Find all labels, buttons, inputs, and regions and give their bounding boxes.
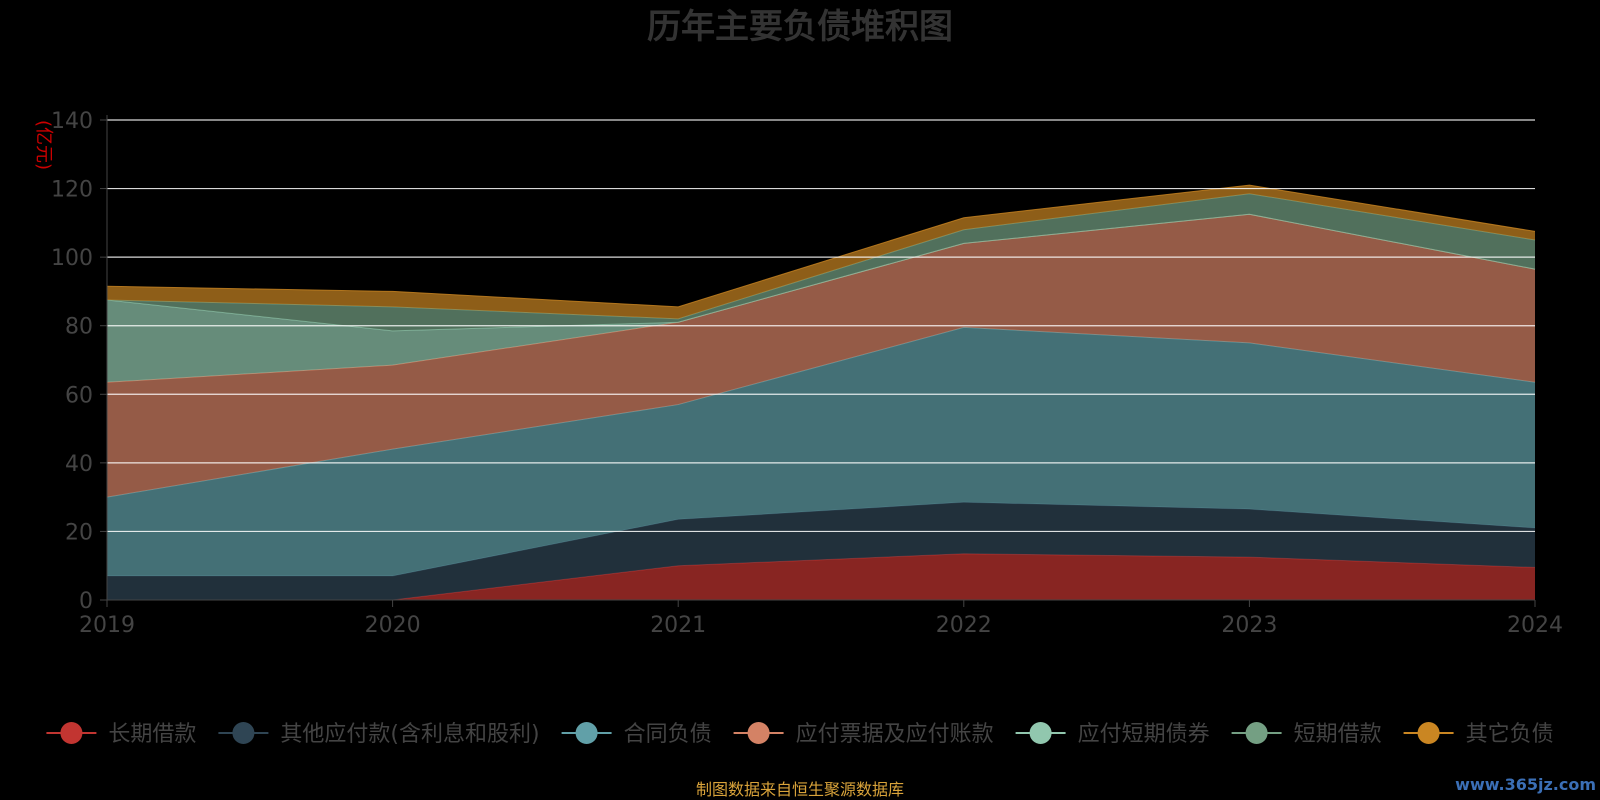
legend-item[interactable]: 其他应付款(含利息和股利) (218, 722, 540, 747)
legend-marker-icon (1245, 722, 1268, 744)
legend: 长期借款 其他应付款(含利息和股利) 合同负债 应付票据及应付账款 应付短期债券 短期借款… (46, 722, 1554, 747)
area-2 (107, 327, 1535, 576)
area-3 (107, 214, 1535, 498)
y-tick-label: 140 (51, 109, 93, 134)
legend-label: 长期借款 (108, 722, 196, 747)
y-tick-label: 40 (65, 452, 93, 477)
x-tick-label: 2021 (650, 613, 706, 638)
legend-item[interactable]: 合同负债 (561, 722, 712, 747)
y-tick-label: 20 (65, 520, 93, 545)
x-tick-label: 2022 (936, 613, 992, 638)
legend-marker-icon (232, 722, 255, 744)
legend-label: 应付票据及应付账款 (796, 722, 994, 747)
area-edge-6 (106, 184, 1536, 308)
y-tick-label: 120 (51, 178, 93, 203)
legend-marker-icon (1417, 722, 1440, 744)
y-tick-label: 60 (65, 383, 93, 408)
legend-label: 其他应付款(含利息和股利) (280, 722, 539, 747)
legend-label: 合同负债 (624, 722, 712, 747)
legend-label: 应付短期债券 (1078, 722, 1210, 747)
legend-label: 其它负债 (1466, 722, 1554, 747)
x-tick-label: 2020 (365, 613, 421, 638)
y-axis-unit: (亿元) (33, 120, 54, 170)
legend-marker-icon (747, 722, 770, 744)
legend-item[interactable]: 应付票据及应付账款 (733, 722, 994, 747)
legend-marker-icon (60, 722, 83, 744)
x-tick-label: 2023 (1221, 613, 1277, 638)
y-tick-label: 100 (51, 246, 93, 271)
data-source-note: 制图数据来自恒生聚源数据库 (696, 780, 904, 799)
legend-marker-icon (575, 722, 598, 744)
area-4 (107, 214, 1535, 383)
legend-marker-icon (1029, 722, 1052, 744)
legend-item[interactable]: 短期借款 (1231, 722, 1382, 747)
area-1 (107, 502, 1535, 600)
legend-item[interactable]: 应付短期债券 (1015, 722, 1210, 747)
legend-label: 短期借款 (1294, 722, 1382, 747)
chart-title: 历年主要负债堆积图 (647, 7, 953, 47)
legend-item[interactable]: 长期借款 (46, 722, 196, 747)
grid-lines (107, 119, 1535, 533)
area-0 (107, 553, 1535, 600)
legend-item[interactable]: 其它负债 (1403, 722, 1554, 747)
y-tick-label: 80 (65, 315, 93, 340)
y-tick-label: 0 (79, 589, 93, 614)
watermark: www.365jz.com (1455, 775, 1596, 794)
x-tick-label: 2024 (1507, 613, 1563, 638)
axes: 0 20 40 60 80 100 120 140 2019 2020 2021 2022 2023 20… (51, 109, 1563, 638)
area-series (106, 184, 1536, 601)
x-tick-label: 2019 (79, 613, 135, 638)
